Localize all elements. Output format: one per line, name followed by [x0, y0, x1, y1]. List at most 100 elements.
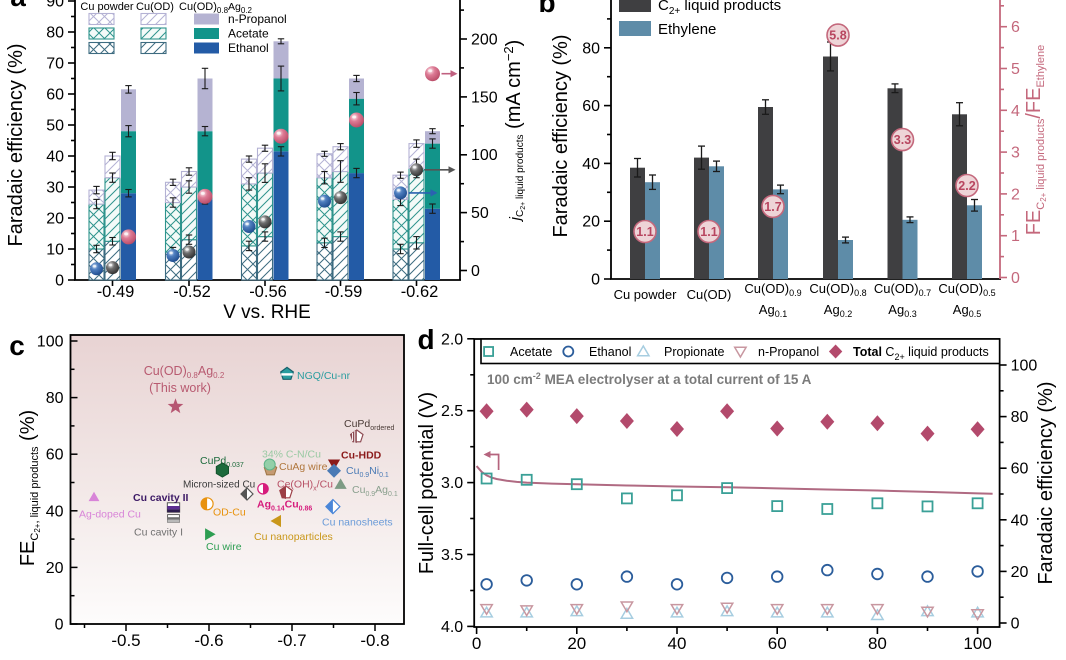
svg-text:80: 80 — [1011, 409, 1029, 426]
svg-text:40: 40 — [582, 156, 600, 173]
svg-text:1.1: 1.1 — [700, 225, 717, 239]
svg-text:60: 60 — [46, 87, 64, 104]
svg-text:3.3: 3.3 — [894, 133, 911, 147]
svg-text:jC2+ liquid products (mA cm−2): jC2+ liquid products (mA cm−2) — [501, 40, 527, 223]
svg-text:40: 40 — [46, 503, 64, 520]
svg-text:1.7: 1.7 — [764, 200, 781, 214]
svg-text:10: 10 — [46, 242, 64, 259]
svg-text:50: 50 — [46, 118, 64, 135]
svg-text:60: 60 — [582, 98, 600, 115]
svg-text:0: 0 — [591, 272, 600, 289]
svg-text:Cu wire: Cu wire — [206, 541, 242, 553]
svg-text:3.5: 3.5 — [441, 547, 463, 564]
svg-text:4: 4 — [1011, 103, 1020, 120]
svg-text:Cu(OD): Cu(OD) — [136, 1, 174, 13]
svg-text:-0.7: -0.7 — [277, 631, 306, 650]
svg-text:5: 5 — [1011, 61, 1020, 78]
svg-text:20: 20 — [582, 214, 600, 231]
svg-text:1: 1 — [1011, 228, 1020, 245]
svg-text:Cu-HDD: Cu-HDD — [341, 450, 382, 462]
svg-text:6: 6 — [1011, 19, 1020, 36]
svg-text:OD-Cu: OD-Cu — [213, 507, 246, 519]
svg-text:Cu cavity I: Cu cavity I — [134, 527, 183, 539]
svg-text:60: 60 — [46, 447, 64, 464]
svg-text:(This work): (This work) — [149, 381, 211, 395]
svg-text:Ethanol: Ethanol — [228, 41, 269, 55]
svg-text:40: 40 — [1011, 512, 1029, 529]
svg-text:0: 0 — [55, 617, 64, 634]
svg-text:Cu(OD)0.5: Cu(OD)0.5 — [938, 281, 995, 298]
svg-text:Ag-doped Cu: Ag-doped Cu — [79, 509, 141, 521]
svg-text:CuAg wire: CuAg wire — [279, 461, 328, 473]
svg-text:-0.62: -0.62 — [401, 283, 439, 301]
svg-text:Cu0.9Ag0.1: Cu0.9Ag0.1 — [352, 484, 398, 498]
svg-text:Cu(OD)0.9: Cu(OD)0.9 — [744, 281, 801, 298]
svg-text:2.0: 2.0 — [441, 331, 463, 348]
svg-text:20: 20 — [46, 560, 64, 577]
svg-text:NGQ/Cu-nr: NGQ/Cu-nr — [297, 370, 351, 382]
svg-text:-0.56: -0.56 — [249, 283, 287, 301]
svg-text:0: 0 — [55, 273, 64, 290]
svg-text:Cu(OD)0.7: Cu(OD)0.7 — [874, 281, 931, 298]
svg-text:Cu cavity II: Cu cavity II — [133, 492, 189, 504]
svg-text:20: 20 — [1011, 564, 1029, 581]
svg-text:-0.5: -0.5 — [111, 631, 140, 650]
svg-text:Cu powder: Cu powder — [614, 287, 678, 302]
svg-text:V vs. RHE: V vs. RHE — [223, 302, 311, 323]
svg-text:0: 0 — [471, 263, 480, 280]
svg-text:FEC2+ liquid products/FEEthyle: FEC2+ liquid products/FEEthylene — [1023, 45, 1048, 236]
svg-text:80: 80 — [582, 40, 600, 57]
svg-text:3: 3 — [1011, 145, 1020, 162]
svg-text:150: 150 — [471, 89, 498, 106]
svg-text:40: 40 — [668, 634, 687, 653]
svg-text:80: 80 — [868, 634, 887, 653]
svg-text:n-Propanol: n-Propanol — [228, 12, 287, 26]
svg-text:60: 60 — [1011, 461, 1029, 478]
svg-text:80: 80 — [46, 25, 64, 42]
svg-text:100: 100 — [37, 334, 64, 351]
svg-text:100 cm-2 MEA electrolyser at a: 100 cm-2 MEA electrolyser at a total cur… — [487, 371, 812, 387]
svg-text:-0.6: -0.6 — [194, 631, 223, 650]
svg-text:Micron-sized Cu: Micron-sized Cu — [183, 480, 255, 491]
svg-text:100: 100 — [471, 147, 498, 164]
svg-text:100: 100 — [1011, 358, 1038, 375]
svg-text:-0.8: -0.8 — [360, 631, 389, 650]
svg-text:-0.59: -0.59 — [325, 283, 363, 301]
svg-text:80: 80 — [46, 390, 64, 407]
svg-text:30: 30 — [46, 180, 64, 197]
svg-text:FEC2+, liquid products (%): FEC2+, liquid products (%) — [17, 410, 42, 566]
svg-text:Ce(OH)x/Cu: Ce(OH)x/Cu — [277, 479, 333, 493]
svg-text:C2+ liquid products: C2+ liquid products — [658, 0, 781, 17]
svg-text:Cu(OD)0.8: Cu(OD)0.8 — [809, 281, 866, 298]
svg-text:Total C2+ liquid products: Total C2+ liquid products — [853, 345, 989, 362]
svg-text:Propionate: Propionate — [664, 345, 725, 359]
svg-text:Ethylene: Ethylene — [658, 21, 716, 38]
svg-text:0: 0 — [1011, 270, 1020, 287]
svg-text:Ethanol: Ethanol — [589, 345, 631, 359]
svg-text:20: 20 — [46, 211, 64, 228]
svg-text:0: 0 — [472, 634, 481, 653]
svg-text:20: 20 — [567, 634, 586, 653]
svg-text:1.1: 1.1 — [636, 225, 653, 239]
svg-text:2.2: 2.2 — [958, 179, 975, 193]
svg-text:Acetate: Acetate — [228, 27, 269, 41]
svg-text:Cu(OD)0.8Ag0.2: Cu(OD)0.8Ag0.2 — [179, 1, 253, 15]
svg-text:90: 90 — [46, 0, 64, 11]
svg-text:Acetate: Acetate — [510, 345, 552, 359]
svg-text:34% C-N/Cu: 34% C-N/Cu — [262, 449, 321, 461]
svg-text:c: c — [9, 330, 25, 361]
svg-text:50: 50 — [471, 205, 489, 222]
svg-text:4.0: 4.0 — [441, 619, 463, 636]
svg-text:100: 100 — [963, 634, 991, 653]
svg-text:Faradaic efficiency (%): Faradaic efficiency (%) — [1035, 381, 1057, 584]
svg-text:Full-cell potential (V): Full-cell potential (V) — [416, 392, 438, 574]
svg-text:Cu(OD)0.8Ag0.2: Cu(OD)0.8Ag0.2 — [144, 364, 225, 380]
svg-text:a: a — [10, 0, 26, 12]
svg-text:Cu powder: Cu powder — [80, 1, 134, 13]
svg-text:2: 2 — [1011, 186, 1020, 203]
svg-text:b: b — [538, 0, 555, 18]
svg-text:Cu nanosheets: Cu nanosheets — [322, 517, 393, 529]
svg-text:-0.52: -0.52 — [173, 283, 211, 301]
svg-text:3.0: 3.0 — [441, 475, 463, 492]
svg-text:Faradaic efficiency (%): Faradaic efficiency (%) — [550, 34, 572, 237]
